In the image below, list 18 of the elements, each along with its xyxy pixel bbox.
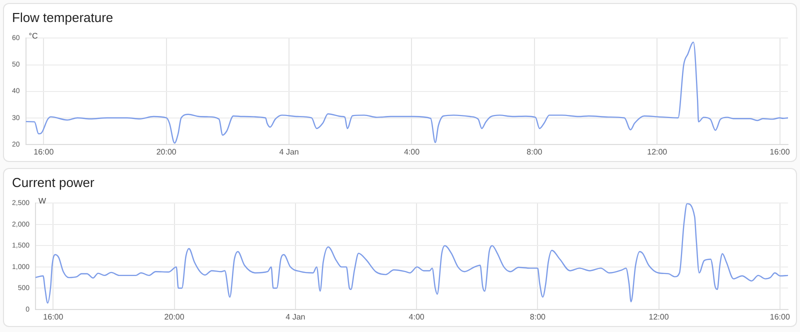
x-tick-label: 20:00 <box>156 147 177 156</box>
x-tick-label: 8:00 <box>526 147 543 156</box>
y-axis-title: W <box>38 196 47 206</box>
x-tick-label: 12:00 <box>647 147 668 156</box>
x-tick-label: 16:00 <box>34 147 54 156</box>
chart-title: Flow temperature <box>12 10 114 25</box>
x-tick-label: 16:00 <box>43 312 64 322</box>
x-tick-label: 16:00 <box>770 147 790 156</box>
x-tick-label: 16:00 <box>770 312 790 322</box>
y-axis-title: °C <box>28 31 38 40</box>
x-tick-label: 20:00 <box>164 312 185 322</box>
x-tick-label: 8:00 <box>530 312 546 322</box>
x-tick-label: 4:00 <box>404 147 420 156</box>
chart-title: Current power <box>12 175 94 190</box>
x-tick-label: 12:00 <box>648 312 670 322</box>
x-tick-label: 4 Jan <box>279 147 299 156</box>
x-tick-label: 4:00 <box>408 312 425 322</box>
x-tick-label: 4 Jan <box>286 312 306 322</box>
